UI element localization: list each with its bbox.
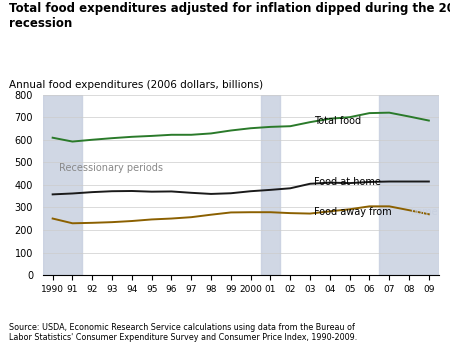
Text: Annual food expenditures (2006 dollars, billions): Annual food expenditures (2006 dollars, … [9,79,263,90]
Text: Food away from: Food away from [314,207,395,217]
Text: Source: USDA, Economic Research Service calculations using data from the Bureau : Source: USDA, Economic Research Service … [9,323,357,342]
Bar [43,95,82,275]
Bar [261,95,280,275]
Text: Total food expenditures adjusted for inflation dipped during the 2007-09
recessi: Total food expenditures adjusted for inf… [9,1,450,30]
Text: Recessionary periods: Recessionary periods [58,163,162,173]
Text: Total food: Total food [314,116,361,126]
Bar [379,95,439,275]
Text: home: home [410,207,438,217]
Text: Food at home: Food at home [314,178,381,187]
